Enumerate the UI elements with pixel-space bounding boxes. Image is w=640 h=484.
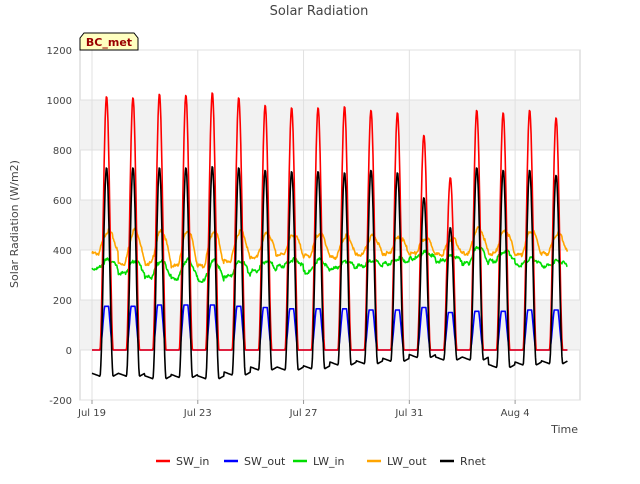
x-tick-label: Jul 19 — [77, 408, 106, 419]
series-line-rnet — [91, 166, 568, 380]
y-tick-label: -200 — [49, 396, 72, 407]
chart-title: Solar Radiation — [270, 4, 369, 19]
y-tick-label: 200 — [53, 296, 72, 307]
y-tick-label: 0 — [66, 346, 72, 357]
site-label: BC_met — [86, 36, 132, 49]
series-line-lw-out — [91, 226, 569, 269]
x-tick-label: Jul 31 — [394, 408, 423, 419]
x-axis-label: Time — [550, 423, 578, 436]
series-line-sw-in — [91, 92, 568, 351]
y-tick-label: 400 — [53, 246, 72, 257]
legend-label: SW_in — [176, 455, 209, 468]
legend-label: LW_out — [387, 455, 427, 468]
grid-band — [80, 100, 580, 150]
x-tick-label: Jul 27 — [289, 408, 318, 419]
series-line-lw-in — [91, 245, 568, 283]
legend-label: SW_out — [244, 455, 286, 468]
y-tick-label: 1200 — [47, 46, 72, 57]
x-tick-label: Jul 23 — [183, 408, 212, 419]
site-label-badge: BC_met — [79, 32, 139, 51]
y-tick-label: 800 — [53, 146, 72, 157]
legend-label: LW_in — [313, 455, 345, 468]
y-tick-label: 1000 — [47, 96, 72, 107]
legend-label: Rnet — [460, 455, 486, 468]
y-axis-label: Solar Radiation (W/m2) — [8, 160, 21, 288]
legend: SW_in SW_out LW_in LW_out Rnet — [156, 455, 486, 468]
x-tick-label: Aug 4 — [501, 408, 530, 419]
y-tick-label: 600 — [53, 196, 72, 207]
